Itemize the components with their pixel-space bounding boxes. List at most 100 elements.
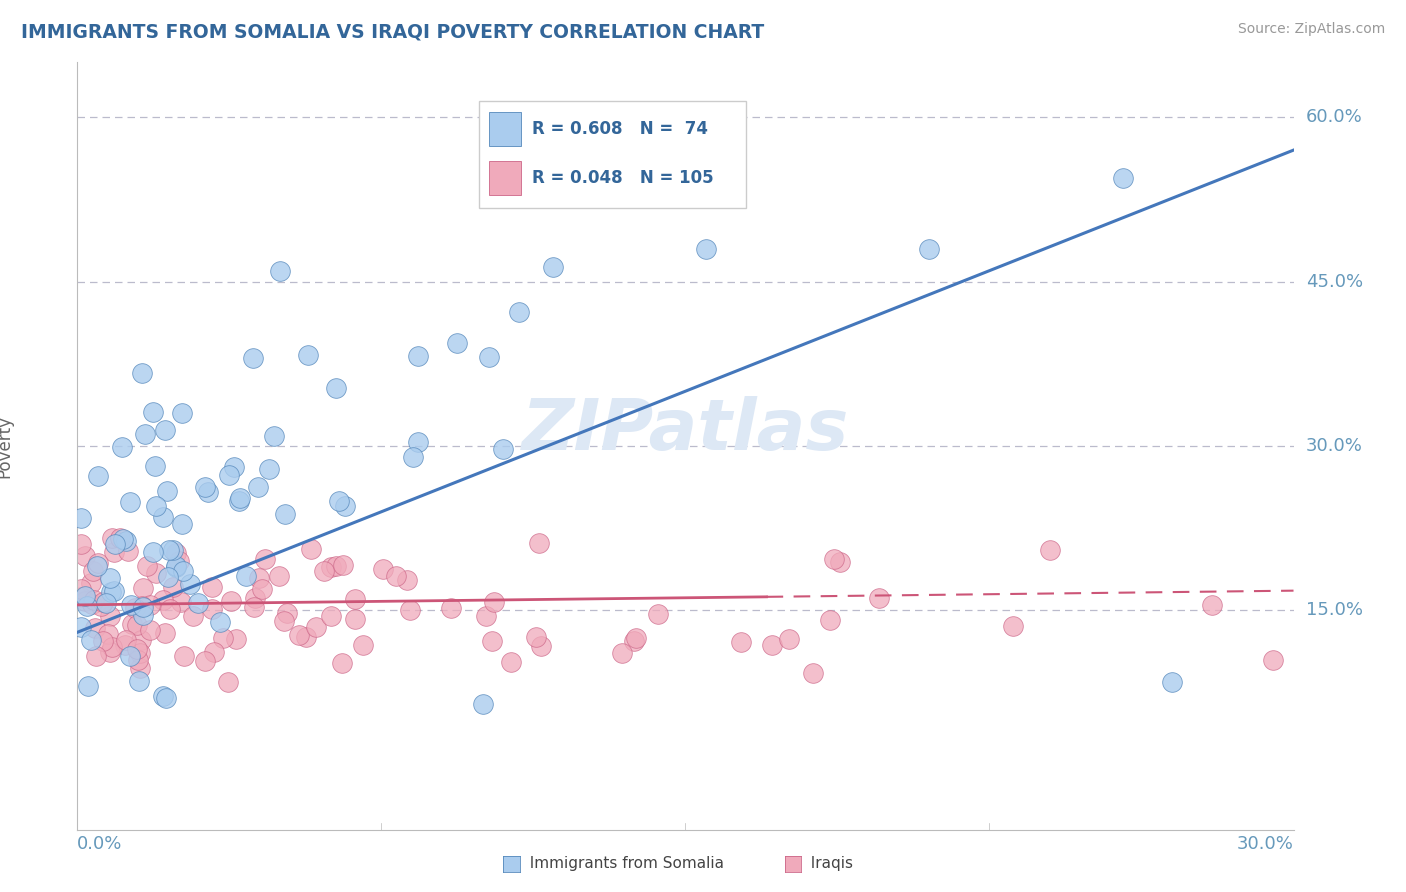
Point bbox=[121, 616, 143, 631]
Point bbox=[295, 630, 318, 644]
Point bbox=[117, 544, 139, 558]
Point bbox=[142, 405, 165, 419]
Point bbox=[474, 609, 496, 624]
Text: 60.0%: 60.0% bbox=[1306, 108, 1362, 127]
Point bbox=[481, 634, 503, 648]
Point bbox=[343, 612, 366, 626]
Text: 15.0%: 15.0% bbox=[1306, 601, 1362, 619]
Point bbox=[143, 458, 166, 473]
Point bbox=[297, 348, 319, 362]
Point bbox=[172, 516, 194, 531]
Text: 30.0%: 30.0% bbox=[1306, 437, 1362, 455]
Point bbox=[131, 599, 153, 613]
Point bbox=[167, 554, 190, 568]
Point bbox=[86, 649, 108, 664]
Point bbox=[344, 592, 367, 607]
Point bbox=[778, 632, 800, 646]
Point bbox=[730, 634, 752, 648]
Point bbox=[288, 628, 311, 642]
Text: IMMIGRANTS FROM SOMALIA VS IRAQI POVERTY CORRELATION CHART: IMMIGRANTS FROM SOMALIA VS IRAQI POVERTY… bbox=[21, 22, 765, 41]
Point bbox=[83, 592, 105, 607]
Point bbox=[252, 582, 274, 597]
Point bbox=[139, 624, 162, 638]
Point bbox=[91, 595, 114, 609]
Point bbox=[100, 609, 122, 624]
Point bbox=[321, 559, 343, 574]
Point bbox=[243, 591, 266, 605]
Point bbox=[70, 536, 93, 550]
Point bbox=[153, 424, 176, 438]
Point bbox=[70, 582, 93, 596]
Point bbox=[482, 595, 505, 609]
Point bbox=[82, 564, 104, 578]
Point bbox=[194, 654, 217, 668]
Point bbox=[127, 653, 149, 667]
Point bbox=[82, 597, 104, 611]
Point bbox=[125, 642, 148, 657]
Point bbox=[80, 575, 103, 590]
Point bbox=[225, 632, 247, 646]
Point bbox=[257, 462, 280, 476]
Point bbox=[508, 305, 530, 319]
Point bbox=[269, 263, 291, 277]
Point bbox=[165, 559, 187, 574]
Point bbox=[86, 468, 108, 483]
Point bbox=[179, 577, 201, 591]
Point bbox=[76, 599, 98, 614]
Point bbox=[159, 602, 181, 616]
Point bbox=[1161, 674, 1184, 689]
Point bbox=[100, 640, 122, 654]
Point bbox=[1001, 619, 1024, 633]
Point bbox=[157, 543, 180, 558]
Point bbox=[242, 351, 264, 366]
Text: Immigrants from Somalia: Immigrants from Somalia bbox=[520, 856, 724, 871]
Point bbox=[373, 562, 395, 576]
Point bbox=[80, 633, 103, 648]
Point bbox=[129, 646, 152, 660]
Point bbox=[224, 459, 246, 474]
Point bbox=[267, 569, 290, 583]
Point bbox=[172, 564, 194, 578]
Point bbox=[157, 569, 180, 583]
Point bbox=[202, 645, 225, 659]
Point bbox=[471, 697, 494, 711]
Point bbox=[75, 589, 97, 603]
Point bbox=[304, 620, 326, 634]
Point bbox=[120, 598, 142, 612]
Point bbox=[217, 675, 239, 690]
Point bbox=[94, 596, 117, 610]
Point bbox=[218, 467, 240, 482]
Point bbox=[77, 679, 100, 693]
Text: 30.0%: 30.0% bbox=[1237, 835, 1294, 853]
Point bbox=[112, 532, 135, 546]
Text: 45.0%: 45.0% bbox=[1306, 273, 1362, 291]
Point bbox=[492, 442, 515, 457]
Point bbox=[98, 571, 121, 585]
Point bbox=[1201, 598, 1223, 612]
Point bbox=[229, 491, 252, 506]
Point bbox=[132, 607, 155, 622]
Point bbox=[132, 599, 155, 614]
Point bbox=[89, 599, 111, 613]
Point bbox=[328, 494, 350, 508]
Point bbox=[623, 634, 645, 648]
Point bbox=[818, 613, 841, 627]
Point bbox=[86, 558, 108, 573]
Point bbox=[801, 666, 824, 681]
Point bbox=[626, 632, 648, 646]
Point bbox=[118, 495, 141, 509]
Point bbox=[100, 585, 122, 599]
Point bbox=[104, 537, 127, 551]
Point bbox=[333, 499, 356, 513]
Point bbox=[209, 615, 232, 629]
Point bbox=[128, 661, 150, 675]
Point bbox=[402, 450, 425, 465]
Point bbox=[253, 551, 276, 566]
Point bbox=[114, 534, 136, 549]
Point bbox=[83, 621, 105, 635]
Point bbox=[647, 607, 669, 622]
Point bbox=[276, 606, 298, 620]
Point bbox=[138, 598, 160, 612]
Point bbox=[124, 601, 146, 615]
Point bbox=[97, 627, 120, 641]
